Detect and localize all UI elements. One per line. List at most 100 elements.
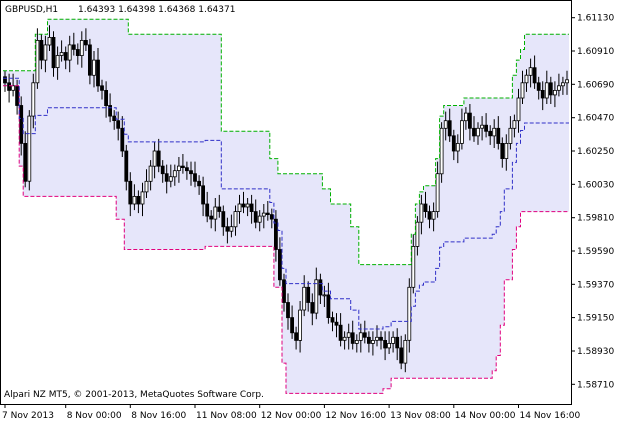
candle-body — [492, 127, 497, 137]
candle-body — [476, 127, 480, 137]
candle-body — [282, 279, 286, 303]
candle — [508, 116, 513, 150]
candle-body — [128, 180, 133, 205]
candle — [338, 313, 343, 347]
candle — [496, 116, 501, 150]
candle-body — [431, 211, 436, 220]
candle-body — [306, 286, 311, 303]
candle — [314, 267, 319, 320]
candle-body — [326, 294, 331, 318]
candle — [63, 46, 68, 70]
candle-body — [189, 170, 193, 175]
candle — [144, 169, 149, 198]
candle-body — [302, 286, 307, 311]
candle — [524, 69, 529, 92]
candle-body — [132, 195, 137, 205]
candle — [286, 293, 290, 330]
candle — [168, 164, 173, 188]
candle-body — [435, 173, 440, 212]
candle — [148, 160, 153, 191]
candle-body — [277, 249, 282, 281]
y-tick-label: 1.59810 — [577, 214, 614, 224]
candle — [221, 205, 226, 236]
candle — [180, 154, 185, 174]
candle-body — [322, 294, 327, 297]
y-tick-label: 1.59370 — [577, 280, 614, 290]
candle-body — [51, 37, 56, 69]
candle — [225, 217, 230, 244]
y-tick-label: 1.61130 — [577, 14, 614, 24]
candle-body — [354, 339, 359, 344]
x-tick-label: 14 Nov 16:00 — [520, 411, 581, 421]
y-tick-label: 1.60470 — [577, 114, 614, 124]
candle-body — [407, 286, 412, 341]
candle — [480, 116, 485, 141]
candle-body — [561, 82, 565, 87]
candle-body — [342, 336, 347, 341]
candle-body — [160, 165, 165, 175]
candle-body — [201, 185, 206, 205]
candle-body — [508, 127, 513, 144]
candle-body — [168, 176, 173, 182]
candle — [435, 161, 440, 218]
price-axis: 1.61130 1.60910 1.60690 1.60470 1.60250 1.600… — [571, 14, 614, 390]
candle-body — [387, 342, 392, 349]
candle — [245, 198, 250, 217]
candle — [100, 79, 104, 100]
candle-body — [548, 82, 553, 96]
candle-body — [213, 206, 218, 220]
candle — [536, 76, 541, 100]
candle-body — [565, 79, 569, 84]
candle-body — [294, 332, 299, 341]
y-tick-label: 1.60690 — [577, 80, 614, 90]
candle — [544, 70, 549, 104]
candle-body — [403, 339, 408, 364]
candle-body — [221, 211, 226, 228]
candle-body — [120, 127, 125, 152]
candle — [269, 208, 274, 229]
candle-body — [399, 347, 404, 364]
candle — [447, 108, 452, 142]
candle-body — [31, 82, 36, 117]
candle-body — [136, 195, 141, 205]
candle — [104, 81, 108, 118]
candle — [273, 210, 278, 262]
candle — [528, 58, 533, 88]
x-tick-label: 11 Nov 08:00 — [196, 411, 257, 421]
candle — [310, 293, 315, 326]
candle — [213, 198, 218, 232]
candle-body — [455, 142, 460, 152]
candle-body — [75, 49, 80, 56]
candle — [277, 237, 282, 286]
candle-body — [233, 211, 238, 228]
y-tick-label: 1.60030 — [577, 180, 614, 190]
candle-body — [338, 324, 343, 341]
candle-body — [358, 332, 363, 341]
candle-body — [96, 59, 100, 87]
candle-body — [451, 135, 456, 152]
candle-body — [524, 74, 529, 84]
candle — [96, 48, 100, 92]
candle-body — [520, 82, 525, 99]
candle-body — [140, 191, 145, 205]
candle-body — [19, 105, 24, 144]
candle — [459, 108, 464, 150]
candle — [249, 194, 254, 224]
upper-channel-line — [3, 18, 569, 266]
candle — [334, 313, 339, 338]
candle-body — [104, 90, 108, 107]
candle — [403, 334, 408, 373]
y-tick-label: 1.60910 — [577, 47, 614, 57]
lower-channel-line — [3, 85, 569, 394]
candle-body — [298, 309, 303, 341]
candle-body — [467, 112, 472, 129]
candle-body — [55, 55, 60, 69]
candle — [326, 282, 331, 324]
candle — [124, 144, 129, 191]
candle — [399, 335, 404, 370]
x-tick-label: 7 Nov 2013 — [2, 411, 54, 421]
candle — [553, 81, 557, 108]
candle — [197, 175, 202, 195]
candle-body — [67, 44, 72, 61]
